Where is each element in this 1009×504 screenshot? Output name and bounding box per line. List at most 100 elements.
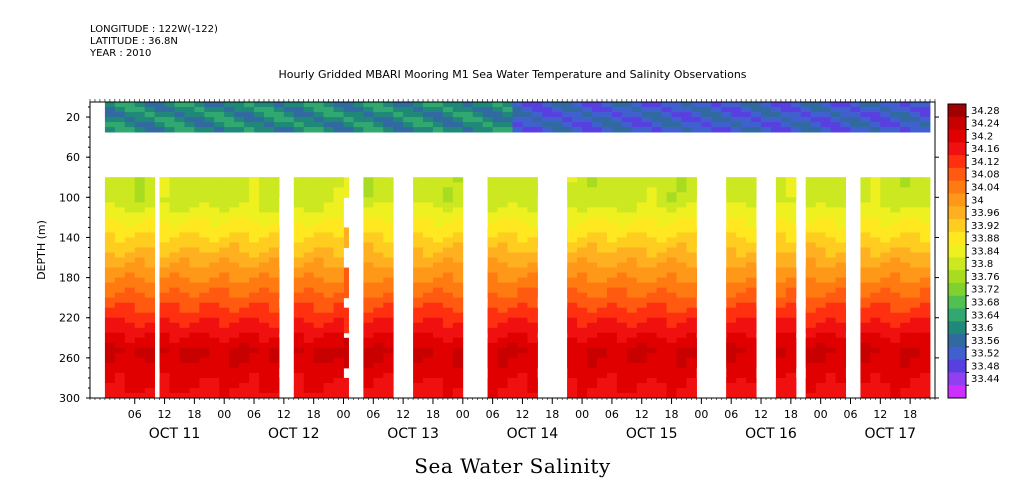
data-cell [616, 207, 628, 213]
data-cell [815, 177, 827, 183]
data-cell [577, 182, 588, 188]
data-cell [666, 377, 677, 384]
data-cell [179, 222, 190, 228]
data-cell [333, 342, 344, 349]
data-cell [239, 237, 250, 243]
data-cell [567, 347, 578, 354]
data-cell [825, 327, 836, 334]
data-cell [597, 342, 608, 349]
data-cell [910, 272, 921, 278]
data-cell [144, 302, 156, 309]
data-cell [686, 277, 697, 284]
data-cell [860, 367, 871, 374]
data-cell [259, 252, 270, 258]
data-cell [487, 382, 498, 389]
data-cell [169, 237, 180, 243]
data-cell [313, 287, 325, 294]
data-cell [189, 307, 200, 314]
data-cell [487, 242, 498, 248]
data-cell [815, 347, 827, 354]
data-cell [621, 117, 633, 123]
data-cell [179, 287, 190, 294]
data-cell [746, 307, 757, 314]
data-cell [522, 122, 533, 128]
data-cell [636, 202, 648, 208]
data-cell [636, 182, 648, 188]
data-cell [363, 277, 374, 284]
data-cell [169, 287, 180, 294]
data-cell [656, 242, 667, 248]
data-cell [423, 377, 434, 384]
data-cell [199, 192, 210, 198]
data-cell [726, 292, 737, 299]
data-cell [577, 207, 588, 213]
data-cell [900, 232, 911, 238]
data-cell [452, 177, 464, 183]
data-cell [646, 367, 658, 374]
data-cell [293, 197, 305, 203]
data-cell [686, 237, 697, 243]
data-cell [686, 342, 697, 349]
data-cell [323, 307, 334, 314]
data-cell [104, 237, 116, 243]
data-cell [606, 282, 618, 289]
data-cell [736, 327, 747, 334]
data-cell [726, 317, 737, 324]
data-cell [731, 127, 742, 133]
data-cell [527, 272, 538, 278]
data-cell [805, 232, 817, 238]
data-cell [815, 197, 827, 203]
data-cell [746, 312, 757, 319]
data-cell [159, 222, 170, 228]
data-cell [313, 192, 325, 198]
data-cell [134, 222, 146, 228]
data-cell [626, 197, 638, 203]
data-cell [423, 372, 434, 379]
data-cell [587, 237, 598, 243]
data-cell [825, 177, 836, 183]
data-cell [626, 242, 638, 248]
data-cell [134, 282, 146, 289]
data-cell [616, 197, 628, 203]
data-cell [134, 212, 146, 218]
data-cell [880, 182, 891, 188]
data-cell [800, 107, 812, 113]
data-cell [517, 292, 528, 299]
data-cell [910, 182, 921, 188]
data-cell [726, 212, 737, 218]
data-cell [333, 212, 344, 218]
data-cell [597, 312, 608, 319]
data-cell [542, 127, 553, 133]
data-cell [825, 187, 836, 193]
data-cell [134, 182, 146, 188]
data-cell [134, 197, 146, 203]
data-cell [676, 347, 687, 354]
data-cell [671, 127, 682, 133]
data-cell [910, 352, 921, 359]
data-cell [577, 197, 588, 203]
data-cell [249, 257, 260, 263]
data-cell [890, 107, 901, 113]
data-cell [736, 277, 747, 284]
colorbar-swatch [948, 270, 966, 284]
data-cell [527, 267, 538, 273]
data-cell [219, 362, 230, 369]
data-cell [616, 387, 628, 394]
data-cell [268, 187, 280, 193]
data-cell [517, 177, 528, 183]
data-cell [144, 332, 156, 339]
data-cell [268, 317, 280, 324]
data-cell [597, 272, 608, 278]
data-cell [920, 317, 931, 324]
data-cell [577, 212, 588, 218]
data-cell [775, 207, 787, 213]
data-cell [726, 222, 737, 228]
data-cell [442, 292, 454, 299]
data-cell [502, 112, 513, 118]
data-cell [303, 237, 315, 243]
data-cell [736, 292, 747, 299]
data-cell [626, 232, 638, 238]
data-cell [343, 127, 354, 133]
data-cell [174, 107, 185, 113]
data-cell [636, 257, 648, 263]
